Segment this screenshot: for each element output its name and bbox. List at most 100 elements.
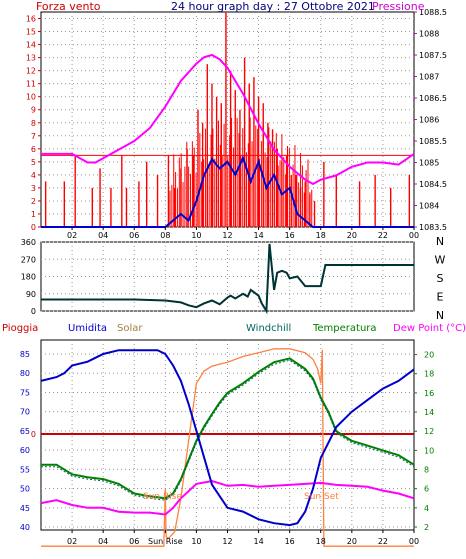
- wind-average-line: [41, 155, 414, 228]
- wind-direction-line: [41, 243, 414, 315]
- humidity-tick-label: 70: [20, 408, 30, 417]
- wind-tick-label: 10: [26, 93, 36, 102]
- humidity-tick-label: 85: [20, 350, 30, 359]
- humidity-tick-label: 75: [20, 388, 30, 397]
- time-tick-label: 08: [160, 231, 170, 240]
- temperature-tick-label: 12: [424, 427, 434, 436]
- wind-tick-label: 13: [26, 54, 36, 63]
- weather-lines: [40, 348, 415, 547]
- wind-tick-label: 11: [26, 80, 36, 89]
- time-tick-label: 02: [67, 537, 77, 546]
- windchill-line: [41, 359, 415, 501]
- legend-item: Umidita: [68, 323, 107, 334]
- wind-pressure-ticks: 0123456789101112131415161083.510841084.5…: [26, 8, 447, 240]
- direction-tick-label: 90: [26, 290, 36, 299]
- wind-direction-ticks: 0 90 180 270 360: [21, 238, 36, 316]
- time-tick-label: 12: [222, 231, 232, 240]
- temperature-tick-label: 2: [424, 523, 429, 532]
- wind-tick-label: 0: [31, 223, 36, 232]
- temperature-tick-label: 8: [424, 466, 429, 475]
- pressure-tick-label: 1085.5: [419, 137, 447, 146]
- humidity-tick-label: 65: [20, 427, 30, 436]
- direction-tick-label: 270: [21, 255, 36, 264]
- sun-rise-annotation: Sun Rise: [143, 492, 182, 502]
- time-tick-label: 20: [347, 537, 357, 546]
- wind-tick-label: 9: [31, 106, 36, 115]
- time-tick-label: 18: [316, 231, 326, 240]
- time-tick-label: 04: [98, 231, 108, 240]
- weather-ticks: 40 45 50 55 60 65 70 75 80 85 2 4 6 8 10 12 14 16 18 20 02 04…: [20, 350, 434, 546]
- temperature-tick-label: 4: [424, 504, 429, 513]
- time-tick-label: 18: [316, 537, 326, 546]
- pressure-label: Pressione: [372, 0, 425, 13]
- pressure-tick-label: 1088.5: [419, 8, 447, 17]
- wind-tick-label: 7: [31, 132, 36, 141]
- compass-label: N: [436, 235, 444, 248]
- time-tick-label: 00: [409, 231, 419, 240]
- pressure-tick-label: 1086.5: [419, 94, 447, 103]
- time-tick-label: 16: [285, 537, 295, 546]
- humidity-tick-label: 40: [20, 523, 30, 532]
- temperature-tick-label: 18: [424, 370, 434, 379]
- wind-tick-label: 15: [26, 28, 36, 37]
- time-tick-label: 06: [129, 537, 139, 546]
- compass-label: N: [436, 309, 444, 322]
- wind-tick-label: 4: [31, 171, 36, 180]
- time-tick-label: 10: [191, 537, 201, 546]
- pressure-tick-label: 1084: [419, 202, 439, 211]
- pressure-tick-label: 1087: [419, 73, 439, 82]
- time-tick-label: 16: [285, 231, 295, 240]
- pressure-tick-label: 1085: [419, 159, 439, 168]
- time-tick-label: 20: [347, 231, 357, 240]
- dew-point-line: [40, 479, 415, 516]
- temperature-tick-label: 10: [424, 446, 434, 455]
- wind-tick-label: 5: [31, 158, 36, 167]
- pressure-tick-label: 1087.5: [419, 51, 447, 60]
- direction-tick-label: 0: [31, 307, 36, 316]
- wind-direction-lines: [41, 243, 414, 315]
- time-tick-label: 22: [378, 231, 388, 240]
- wind-tick-label: 1: [31, 210, 36, 219]
- legend-item: Temperatura: [312, 323, 377, 334]
- compass-label: E: [437, 291, 444, 304]
- time-tick-label: 22: [378, 537, 388, 546]
- direction-tick-label: 180: [21, 273, 36, 282]
- pressure-tick-label: 1086: [419, 116, 439, 125]
- time-tick-label: 02: [67, 231, 77, 240]
- temperature-tick-label: 20: [424, 351, 434, 360]
- humidity-tick-label: 60: [20, 446, 30, 455]
- pressure-line: [41, 53, 415, 186]
- wind-tick-label: 14: [26, 41, 36, 50]
- temperature-tick-label: 14: [424, 408, 434, 417]
- time-tick-label: 00: [409, 537, 419, 546]
- temperature-line: [41, 357, 415, 500]
- wind-tick-label: 3: [31, 184, 36, 193]
- compass-label: W: [435, 254, 446, 267]
- wind-tick-label: 2: [31, 197, 36, 206]
- humidity-tick-label: 50: [20, 485, 30, 494]
- pressure-tick-label: 1083.5: [419, 223, 447, 232]
- time-tick-label: 06: [129, 231, 139, 240]
- direction-tick-label: 360: [21, 238, 36, 247]
- legend-item: Windchill: [246, 323, 291, 334]
- humidity-tick-label: 55: [20, 465, 30, 474]
- temperature-tick-label: 6: [424, 485, 429, 494]
- chart-title: 24 hour graph day : 27 Ottobre 2021: [171, 0, 375, 13]
- time-tick-label: 14: [253, 231, 263, 240]
- time-tick-label: Sun Rise: [148, 537, 183, 546]
- time-tick-label: 14: [253, 537, 263, 546]
- legend-item: Pioggia: [2, 323, 38, 334]
- wind-pressure-lines: [41, 53, 415, 228]
- wind-tick-label: 6: [31, 145, 36, 154]
- pressure-tick-label: 1084.5: [419, 180, 447, 189]
- time-tick-label: 04: [98, 537, 108, 546]
- wind-tick-label: 12: [26, 67, 36, 76]
- wind-tick-label: 16: [26, 15, 36, 24]
- pressure-tick-label: 1088: [419, 30, 439, 39]
- wind-tick-label: 8: [31, 119, 36, 128]
- wind-force-label: Forza vento: [36, 0, 101, 13]
- humidity-line: [40, 349, 415, 527]
- time-tick-label: 10: [191, 231, 201, 240]
